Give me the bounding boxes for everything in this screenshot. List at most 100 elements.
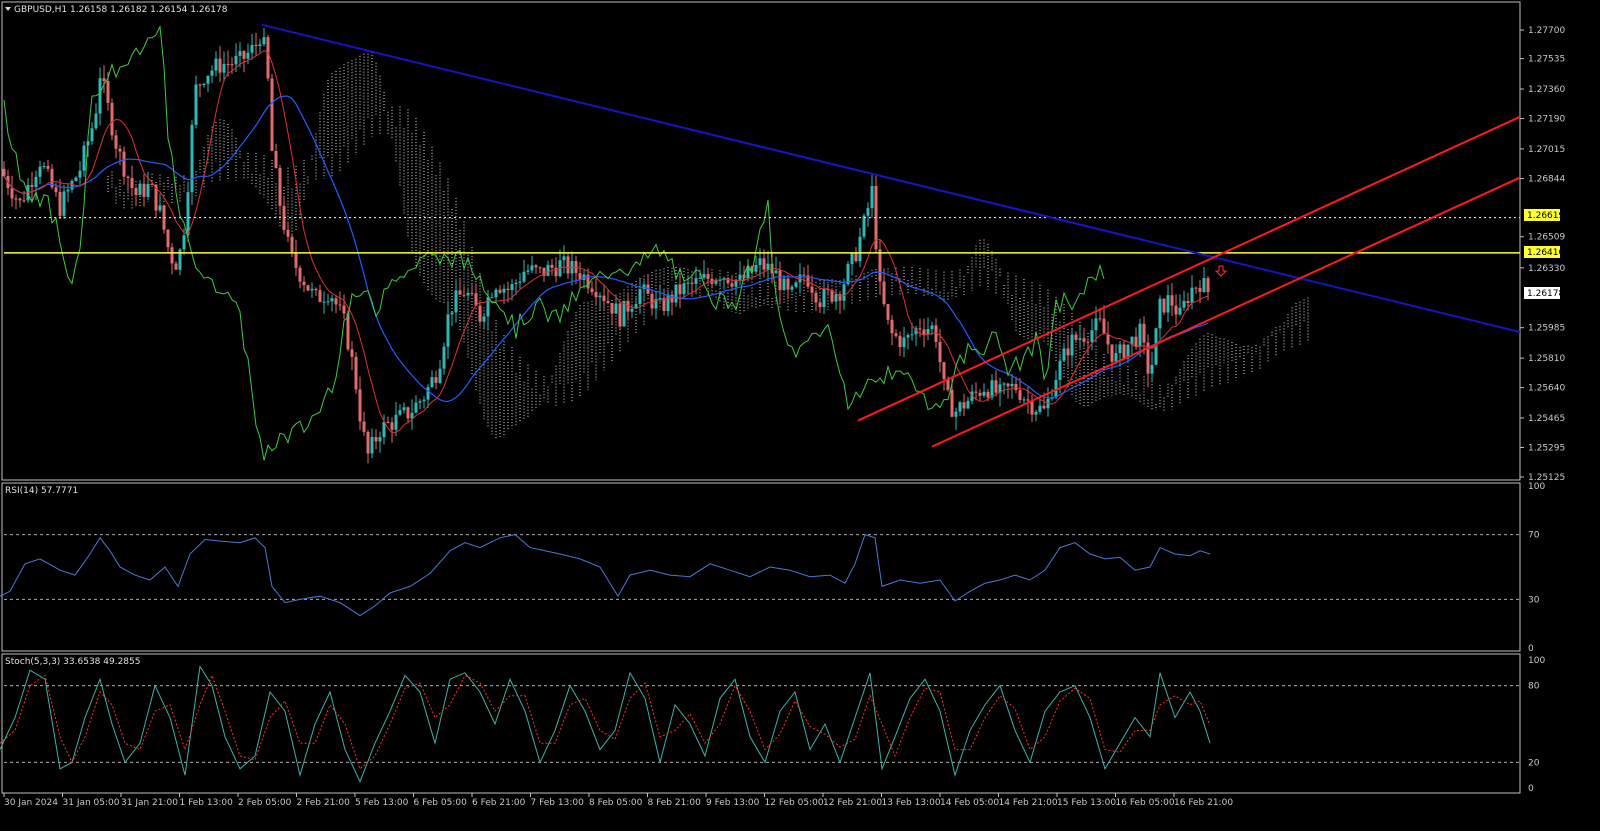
candle-body — [90, 128, 94, 142]
candle-body — [974, 391, 978, 393]
x-tick-label: 30 Jan 2024 — [4, 798, 58, 808]
candle-body — [122, 151, 126, 177]
stoch-pane: 100 80 20 0 — [0, 656, 1545, 794]
candle-body — [510, 284, 514, 291]
rsi-header: RSI(14) 57.7771 — [5, 486, 78, 496]
candle-body — [74, 177, 78, 181]
candle-body — [158, 205, 162, 211]
candle-body — [146, 184, 150, 197]
candle-body — [1058, 360, 1062, 380]
candle-body — [706, 273, 710, 279]
candle-body — [982, 391, 986, 396]
candle-body — [30, 184, 34, 187]
candle-body — [566, 256, 570, 274]
candle-body — [990, 380, 994, 398]
candle-body — [618, 303, 622, 327]
candle-body — [250, 44, 254, 53]
candle-body — [1150, 364, 1154, 374]
candle-body — [174, 263, 178, 270]
main-downtrend-line — [261, 23, 1521, 334]
candle-body — [458, 290, 462, 295]
candle-body — [1006, 383, 1010, 387]
candle-body — [774, 270, 778, 274]
candle-body — [1030, 400, 1034, 415]
candle-body — [1202, 278, 1206, 292]
x-tick-label: 13 Feb 13:00 — [882, 798, 941, 808]
candle-body — [234, 55, 238, 65]
candle-body — [1034, 411, 1038, 415]
rsi-tick-label: 100 — [1528, 482, 1545, 492]
candle-body — [514, 282, 518, 285]
candle-body — [82, 145, 86, 171]
candle-body — [726, 278, 730, 284]
candle-body — [1070, 334, 1074, 356]
candle-body — [1094, 318, 1098, 331]
candle-body — [430, 377, 434, 388]
drawn-lines[interactable] — [4, 23, 1521, 448]
price-axis: 1.27700 1.27535 1.27360 1.27190 1.27015 1.268… — [1520, 26, 1565, 483]
candle-body — [678, 284, 682, 295]
stoch-header: Stoch(5,3,3) 33.6538 49.2855 — [5, 657, 140, 667]
candle-body — [422, 399, 426, 402]
candle-body — [462, 294, 466, 296]
rsi-tick-label: 70 — [1528, 531, 1540, 541]
candle-body — [274, 150, 278, 168]
candle-body — [898, 335, 902, 348]
candle-body — [1086, 341, 1090, 343]
candle-body — [110, 102, 114, 136]
candle-body — [658, 297, 662, 299]
x-tick-label: 16 Feb 05:00 — [1116, 798, 1175, 808]
candle-body — [614, 303, 618, 314]
y-tick-label: 1.27015 — [1528, 145, 1565, 155]
candle-body — [1110, 344, 1114, 362]
time-axis: 30 Jan 2024 31 Jan 05:00 31 Jan 21:00 1 Feb… — [3, 793, 1233, 808]
candle-body — [1018, 390, 1022, 400]
x-tick-label: 31 Jan 21:00 — [121, 798, 178, 808]
candle-body — [1038, 405, 1042, 412]
candle-body — [534, 265, 538, 268]
candle-body — [346, 313, 350, 350]
candle-body — [1146, 342, 1150, 374]
candle-body — [210, 70, 214, 76]
stoch-pane-frame — [1, 653, 1521, 794]
candle-body — [718, 279, 722, 281]
candle-body — [590, 288, 594, 292]
x-tick-label: 12 Feb 21:00 — [823, 798, 882, 808]
candle-body — [54, 187, 58, 193]
candle-body — [1134, 336, 1138, 347]
candle-body — [106, 81, 110, 103]
candle-body — [806, 275, 810, 287]
candle-body — [978, 392, 982, 396]
candle-body — [410, 412, 414, 419]
candle-body — [166, 229, 170, 248]
candle-body — [286, 229, 290, 237]
candle-body — [1066, 348, 1070, 356]
candle-body — [634, 304, 638, 309]
candle-body — [1138, 323, 1142, 347]
candle-body — [314, 288, 318, 291]
candle-body — [302, 281, 306, 286]
stoch-tick-label: 80 — [1528, 682, 1540, 692]
candle-body — [650, 293, 654, 309]
candle-body — [746, 266, 750, 279]
candle-body — [1194, 287, 1198, 289]
candle-body — [1166, 295, 1170, 313]
candle-body — [926, 328, 930, 335]
candle-body — [578, 273, 582, 280]
candle-body — [126, 176, 130, 178]
ichimoku-cloud — [107, 50, 1309, 439]
candle-body — [338, 304, 342, 306]
candle-body — [586, 274, 590, 289]
symbol-menu-icon[interactable] — [5, 7, 11, 11]
stoch-main-line — [0, 664, 1211, 783]
candle-body — [390, 422, 394, 430]
candle-body — [238, 51, 242, 56]
candle-body — [830, 290, 834, 302]
rsi-tick-label: 30 — [1528, 595, 1540, 605]
candle-body — [398, 410, 402, 415]
candle-body — [294, 252, 298, 268]
candle-body — [306, 285, 310, 291]
candle-body — [530, 265, 534, 271]
